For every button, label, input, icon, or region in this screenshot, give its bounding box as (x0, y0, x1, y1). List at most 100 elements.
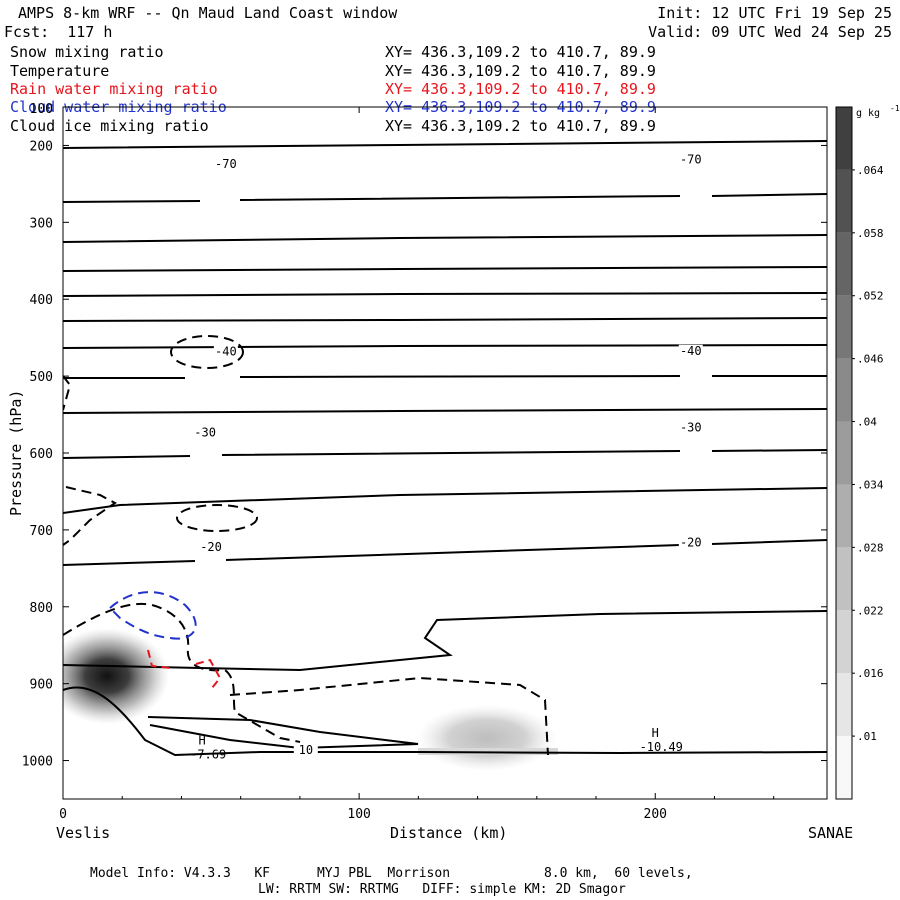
isotherm (63, 487, 827, 514)
chart-title: AMPS 8-km WRF -- Qn Maud Land Coast wind… (18, 4, 398, 22)
temperature-contours (63, 140, 827, 757)
y-tick-label-top: 100 (30, 102, 53, 117)
rain-contour (147, 649, 171, 669)
ice-contour (63, 375, 72, 411)
colorbar-tick-label: .052 (857, 290, 884, 303)
ice-contour (229, 676, 549, 756)
contour-label-bg (678, 536, 703, 549)
isotherm (63, 234, 827, 243)
colorbar-tick-label: .058 (857, 227, 884, 240)
high-value: -7.69 (190, 748, 226, 762)
left-endpoint-label: Veslis (56, 824, 111, 842)
colorbar-tick-label: .064 (857, 164, 884, 177)
colorbar-segment (836, 673, 852, 737)
y-tick-label: 1000 (22, 755, 53, 770)
colorbar-segment (836, 358, 852, 422)
isotherm-surface (63, 686, 827, 757)
isotherm (63, 266, 827, 272)
colorbar-tick-label: .016 (857, 667, 884, 680)
colorbar: .01 .016 .022 .028 .034 .04 .046 .052 .058 .064 g … (835, 104, 900, 800)
x-tick-label: 0 (59, 807, 67, 822)
contour-label-bg (678, 421, 703, 434)
colorbar-segment (836, 736, 852, 799)
y-tick-label: 200 (30, 139, 53, 154)
y-tick-label: 700 (30, 524, 53, 539)
model-info: Model Info: V4.3.3 KF MYJ PBL Morrison 8… (90, 866, 693, 881)
y-tick-label: 400 (30, 293, 53, 308)
x-axis-label: Distance (km) (390, 824, 508, 842)
cloud-water-contours (108, 591, 197, 640)
temperature-contour-label: -70 (215, 157, 237, 171)
legend-snow-xy: XY= 436.3,109.2 to 410.7, 89.9 (385, 43, 656, 61)
isotherm (63, 408, 827, 414)
colorbar-segment (836, 232, 852, 296)
colorbar-segment (836, 421, 852, 485)
contour-label-bg (293, 743, 318, 756)
colorbar-unit-label: g kg (856, 108, 880, 119)
temperature-contour-label: 10 (299, 743, 313, 757)
ice-contour (63, 486, 117, 546)
colorbar-segment (836, 169, 852, 233)
isotherm (63, 317, 827, 322)
physics-info: LW: RRTM SW: RRTMG DIFF: simple KM: 2D S… (258, 882, 626, 897)
isotherm (63, 375, 827, 379)
y-axis-label: Pressure (hPa) (7, 389, 25, 516)
valid-time: Valid: 09 UTC Wed 24 Sep 25 (648, 23, 892, 41)
legend-cloud-ice-name: Cloud ice mixing ratio (10, 117, 209, 135)
y-tick-label: 900 (30, 678, 53, 693)
legend-rain-xy: XY= 436.3,109.2 to 410.7, 89.9 (385, 80, 656, 98)
y-tick-label: 500 (30, 370, 53, 385)
contour-label-bg (678, 153, 703, 166)
x-tick-label: 200 (644, 807, 667, 822)
colorbar-segment (836, 484, 852, 548)
snow-max-coastal (63, 628, 169, 724)
colorbar-unit-exponent: -1 (890, 104, 900, 113)
colorbar-tick-label: .01 (857, 730, 877, 743)
colorbar-segment (836, 295, 852, 359)
colorbar-segment (836, 610, 852, 674)
forecast-hour: Fcst: 117 h (4, 23, 113, 41)
ice-contour (170, 335, 244, 369)
high-marker: H (652, 726, 659, 740)
rain-contour (195, 658, 222, 689)
contour-label-bg (199, 540, 224, 553)
rain-contours (147, 649, 222, 689)
legend-cloud-ice-xy: XY= 436.3,109.2 to 410.7, 89.9 (385, 117, 656, 135)
colorbar-tick-label: .028 (857, 541, 884, 554)
isotherm (63, 292, 827, 297)
snow-shading (63, 628, 558, 771)
temperature-contour-label: -30 (680, 421, 702, 435)
colorbar-tick-label: .034 (857, 478, 884, 491)
legend-snow-name: Snow mixing ratio (10, 43, 164, 61)
temperature-contour-label: -40 (680, 344, 702, 358)
ice-contours (63, 335, 549, 756)
contour-label-bg (193, 426, 218, 439)
high-value: -10.49 (640, 740, 683, 754)
isotherm (63, 610, 827, 672)
y-tick-label: 600 (30, 447, 53, 462)
isotherm (63, 344, 827, 349)
legend-temperature-name: Temperature (10, 62, 110, 80)
high-marker: H (199, 734, 206, 748)
colorbar-segment (836, 107, 852, 170)
temperature-contour-label: -20 (200, 540, 222, 554)
ice-contour (176, 504, 258, 532)
temperature-contour-label: -30 (194, 425, 216, 439)
colorbar-tick-label: .022 (857, 604, 884, 617)
contour-label-bg (213, 157, 238, 170)
colorbar-segment (836, 547, 852, 611)
right-endpoint-label: SANAE (808, 824, 854, 842)
isotherm (63, 140, 827, 149)
isotherm (63, 449, 827, 459)
legend-rain-name: Rain water mixing ratio (10, 80, 218, 98)
colorbar-tick-label: .04 (857, 416, 877, 429)
isotherm (63, 539, 827, 566)
legend-temperature-xy: XY= 436.3,109.2 to 410.7, 89.9 (385, 62, 656, 80)
snow-max-inland (417, 705, 557, 771)
colorbar-frame (835, 106, 853, 800)
y-tick-label: 800 (30, 601, 53, 616)
init-time: Init: 12 UTC Fri 19 Sep 25 (657, 4, 892, 22)
